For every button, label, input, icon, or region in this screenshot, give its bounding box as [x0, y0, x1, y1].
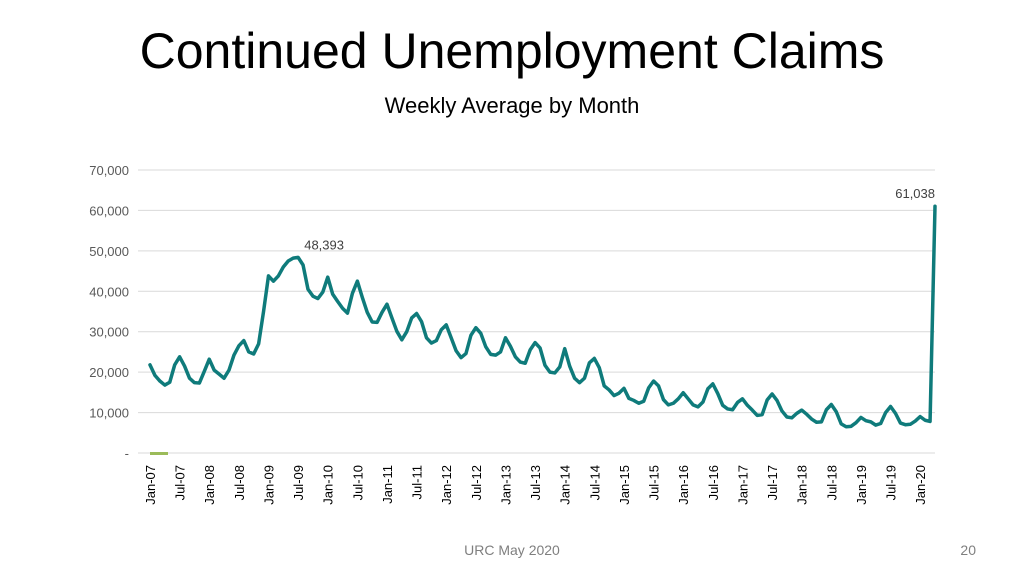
- x-tick-label: Jul-17: [765, 465, 780, 500]
- data-label: 61,038: [895, 186, 935, 201]
- y-tick-label: -: [125, 446, 129, 461]
- x-tick-label: Jul-14: [587, 465, 602, 500]
- y-tick-label: 70,000: [89, 163, 129, 178]
- y-tick-label: 50,000: [89, 244, 129, 259]
- x-tick-label: Jan-12: [439, 465, 454, 505]
- x-tick-label: Jan-13: [498, 465, 513, 505]
- x-tick-label: Jul-18: [824, 465, 839, 500]
- x-tick-label: Jan-14: [558, 465, 573, 505]
- x-tick-label: Jul-11: [410, 465, 425, 499]
- x-tick-label: Jul-12: [469, 465, 484, 500]
- x-tick-label: Jan-11: [380, 465, 395, 504]
- y-tick-label: 30,000: [89, 325, 129, 340]
- page-number: 20: [960, 542, 976, 558]
- x-tick-label: Jan-16: [676, 465, 691, 505]
- x-tick-label: Jul-08: [232, 465, 247, 500]
- y-tick-label: 60,000: [89, 203, 129, 218]
- legend-marker: [150, 452, 168, 455]
- x-tick-label: Jan-20: [913, 465, 928, 505]
- y-tick-label: 20,000: [89, 365, 129, 380]
- x-tick-label: Jan-18: [795, 465, 810, 505]
- x-tick-label: Jan-07: [143, 465, 158, 505]
- data-label: 48,393: [304, 237, 344, 252]
- x-tick-label: Jul-15: [647, 465, 662, 500]
- series-line: [148, 204, 937, 429]
- x-tick-label: Jul-19: [884, 465, 899, 500]
- footer-text: URC May 2020: [464, 542, 560, 558]
- x-tick-label: Jan-10: [321, 465, 336, 505]
- x-tick-label: Jul-09: [291, 465, 306, 500]
- x-tick-label: Jul-16: [706, 465, 721, 500]
- x-tick-label: Jul-10: [350, 465, 365, 500]
- x-tick-label: Jan-17: [735, 465, 750, 505]
- x-tick-label: Jul-07: [173, 465, 188, 500]
- y-tick-label: 10,000: [89, 406, 129, 421]
- x-tick-label: Jan-08: [202, 465, 217, 505]
- page-title: Continued Unemployment Claims: [139, 23, 885, 79]
- x-tick-label: Jan-19: [854, 465, 869, 505]
- x-tick-label: Jan-09: [261, 465, 276, 505]
- page-subtitle: Weekly Average by Month: [384, 93, 640, 118]
- x-tick-label: Jan-15: [617, 465, 632, 505]
- y-tick-label: 40,000: [89, 284, 129, 299]
- x-tick-label: Jul-13: [528, 465, 543, 500]
